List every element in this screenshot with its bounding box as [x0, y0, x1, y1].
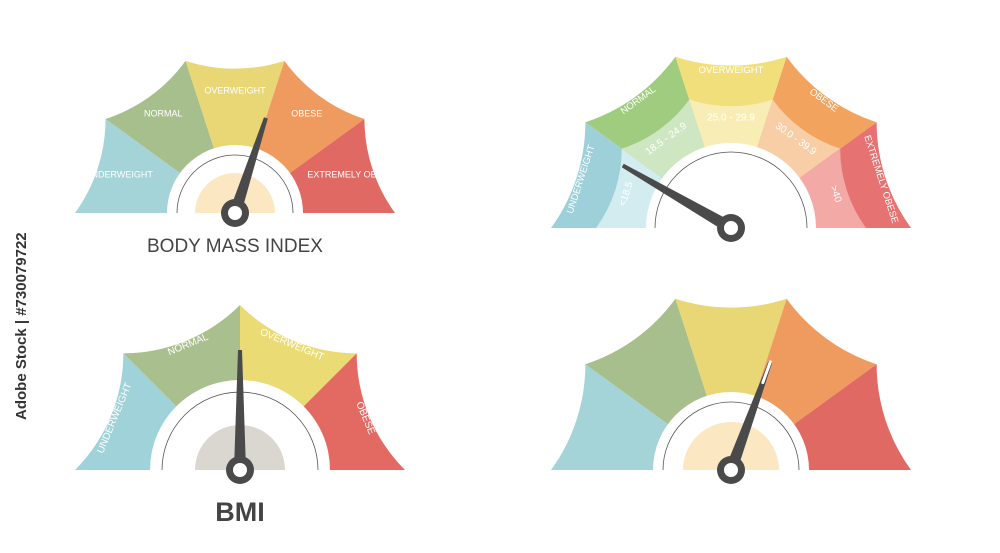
segment-label: OVERWEIGHT [204, 85, 266, 95]
gauge-segment [303, 353, 405, 470]
gauge-segment [256, 60, 365, 174]
gauge-needle [725, 361, 773, 473]
gauge-title: BMI [215, 497, 265, 527]
needle-pivot-center [228, 206, 242, 220]
gauge-segment [794, 364, 911, 470]
gauge-core [195, 173, 275, 213]
gauge-segment [585, 298, 707, 425]
gauge-inner-band [596, 148, 663, 228]
segment-label: OBESE [291, 109, 322, 119]
needle-pivot-center [724, 463, 738, 477]
gauge: UNDERWEIGHT NORMAL OVERWEIGHT OBESE EXTREMEL… [75, 60, 395, 257]
gauge-arc [662, 401, 800, 471]
gauge-segment [551, 364, 668, 470]
gauge-arc [654, 151, 808, 229]
gauge-segment [75, 353, 177, 470]
watermark: Adobe Stock | #730079722 [13, 232, 30, 420]
gauge-inner-band [799, 148, 866, 228]
gauge-needle [234, 350, 246, 470]
gauge-segment [105, 60, 214, 174]
segment-label: OVERWEIGHT [699, 65, 764, 76]
gauge-arc [176, 154, 294, 214]
gauge-segment [240, 305, 357, 407]
needle-pivot-center [233, 463, 247, 477]
gauge-needle [229, 117, 268, 215]
gauge-segment [675, 298, 787, 400]
segment-label: EXTREMELY OBESE [307, 170, 394, 180]
needle-pivot-center [724, 221, 738, 235]
gauge-segment [75, 118, 180, 213]
segment-label: NORMAL [144, 109, 183, 119]
gauge-segment [755, 298, 877, 425]
gauge [551, 298, 911, 484]
segment-range: >40 [828, 184, 844, 204]
gauge-segment [290, 118, 395, 213]
gauge-core [683, 422, 779, 470]
segment-range: 25.0 - 29.9 [707, 113, 755, 124]
gauge-inner-band [689, 99, 773, 152]
segment-label: UNDERWEIGHT [85, 170, 153, 180]
gauge-segment [123, 305, 240, 407]
gauge-needle [621, 163, 734, 234]
needle-tip [761, 360, 772, 385]
gauge-title: BODY MASS INDEX [147, 236, 323, 257]
